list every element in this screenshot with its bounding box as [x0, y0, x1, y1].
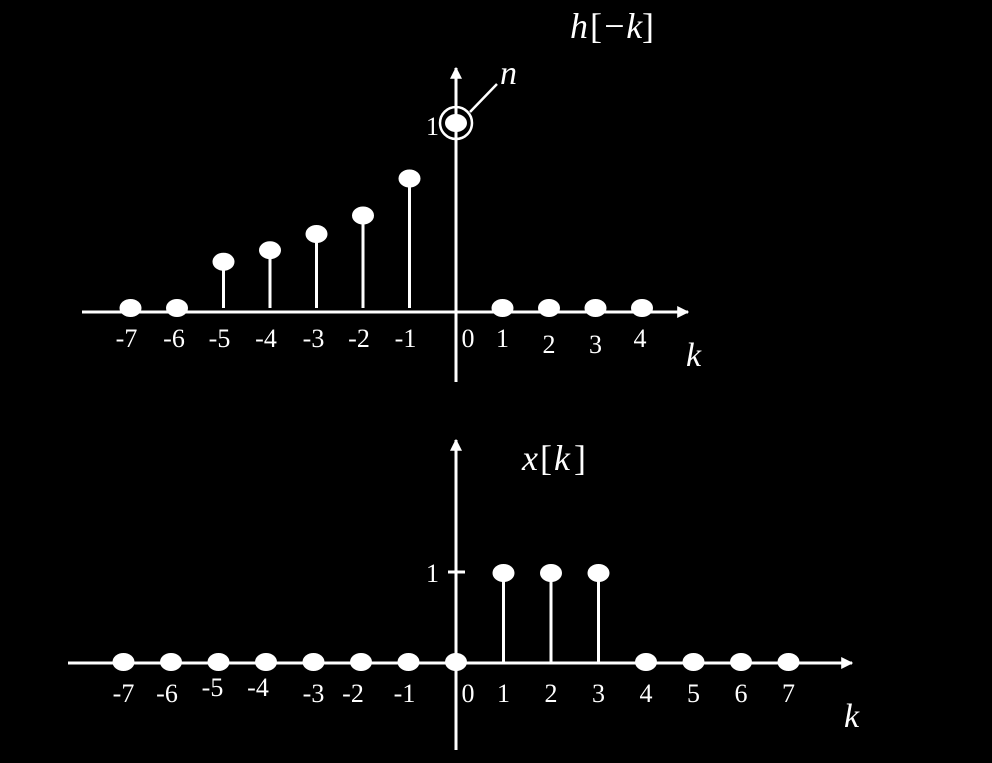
- x-tick-labels-h: -7 -6 -5 -4 -3 -2 -1 0 1 2 3 4: [116, 324, 647, 359]
- x-tick-label: 3: [592, 679, 605, 708]
- stem-point: [538, 299, 560, 317]
- annotation-label: n: [500, 55, 517, 92]
- y-tick-label: 1: [426, 112, 439, 141]
- plot-title-arg: k: [554, 438, 571, 478]
- stem-point: [397, 653, 420, 671]
- x-tick-label: 2: [545, 679, 558, 708]
- x-tick-label: -7: [116, 324, 138, 353]
- x-tick-label: 2: [543, 330, 556, 359]
- plot-title-func: x: [521, 438, 538, 478]
- x-tick-label: 6: [735, 679, 748, 708]
- x-tick-label: -4: [255, 324, 277, 353]
- x-tick-label: 3: [589, 330, 602, 359]
- stem-point: [119, 299, 142, 317]
- stem-point: [631, 299, 653, 317]
- x-tick-label: -1: [395, 324, 417, 353]
- x-tick-label: -2: [342, 679, 364, 708]
- x-tick-label: 1: [496, 324, 509, 353]
- plot-title-close: ]: [642, 6, 654, 46]
- stem-point: [491, 299, 514, 317]
- stem-point: [160, 653, 182, 671]
- plot-title-open: [: [590, 6, 602, 46]
- plot-title-open: [: [540, 438, 552, 478]
- x-axis-label: k: [844, 698, 860, 735]
- x-tick-label: -6: [163, 324, 185, 353]
- stem-point: [635, 653, 657, 671]
- stem-point: [207, 653, 230, 671]
- x-tick-label: 0: [462, 679, 475, 708]
- stem-point: [587, 564, 610, 582]
- stem-point: [540, 564, 562, 582]
- y-tick-label: 1: [426, 559, 439, 588]
- stem-point: [352, 206, 374, 225]
- stem-point: [445, 653, 467, 671]
- plot-title-arg: −k: [602, 6, 643, 46]
- x-tick-label: 0: [462, 324, 475, 353]
- x-tick-label: -5: [202, 673, 224, 702]
- stem-point: [255, 653, 277, 671]
- x-tick-label: -4: [247, 673, 269, 702]
- stem-point: [584, 299, 607, 317]
- stem-point: [730, 653, 752, 671]
- stem-point: [398, 169, 421, 188]
- x-tick-label: 4: [640, 679, 653, 708]
- stem-series-x: [112, 564, 800, 671]
- stem-point: [350, 653, 372, 671]
- plot-title-close: ]: [574, 438, 586, 478]
- x-tick-label: -1: [394, 679, 416, 708]
- stem-point: [302, 653, 325, 671]
- x-tick-label: -3: [303, 324, 325, 353]
- x-tick-label: 5: [687, 679, 700, 708]
- annotation-pointer: [469, 83, 498, 113]
- x-tick-label: -5: [209, 324, 231, 353]
- stem-point: [259, 241, 281, 260]
- plot-x-k: x [ k ] 1 k -7 -6 -5 -4 -3 -2 -1 0 1 2 3 4 5 6 7: [68, 438, 860, 750]
- x-tick-label: -7: [113, 679, 135, 708]
- x-axis-label: k: [686, 337, 702, 374]
- stem-point: [112, 653, 135, 671]
- x-tick-labels-x: -7 -6 -5 -4 -3 -2 -1 0 1 2 3 4 5 6 7: [113, 673, 795, 708]
- x-tick-label: -6: [156, 679, 178, 708]
- x-tick-label: 4: [634, 324, 647, 353]
- stem-point: [682, 653, 705, 671]
- stem-point: [166, 299, 188, 317]
- stem-series-h: [119, 114, 653, 317]
- plot-h-neg-k: h [ −k ] 1 n k -7 -6 -5 -4 -3 -2 -1 0 1 2 3 4: [82, 6, 702, 382]
- plot-title-func: h: [570, 6, 588, 46]
- stem-point: [777, 653, 800, 671]
- x-tick-label: -3: [303, 679, 325, 708]
- stem-point: [445, 114, 467, 132]
- x-tick-label: 7: [782, 679, 795, 708]
- stem-point: [492, 564, 515, 582]
- stem-point: [305, 225, 328, 243]
- x-tick-label: 1: [497, 679, 510, 708]
- x-tick-label: -2: [348, 324, 370, 353]
- stem-point: [212, 252, 235, 271]
